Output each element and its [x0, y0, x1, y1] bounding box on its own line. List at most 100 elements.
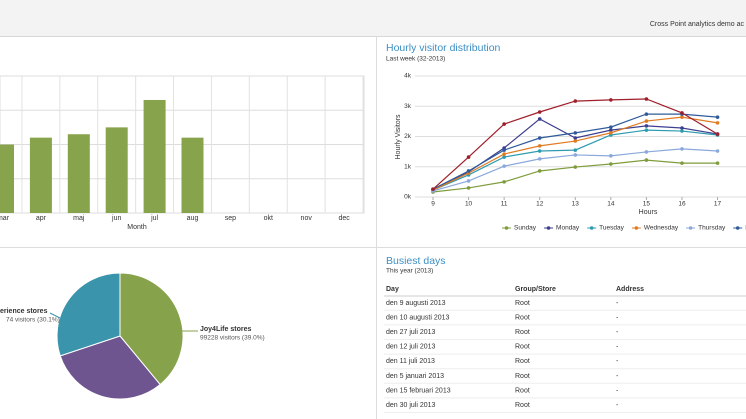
table-cell: den 5 januari 2013: [386, 373, 444, 380]
slice-value-label: 99228 visitors (39.0%): [200, 335, 265, 342]
chart-subtitle: Last week (32-2013): [386, 56, 445, 63]
legend-marker: [546, 226, 551, 230]
point: [644, 150, 649, 154]
x-axis-label: Hours: [639, 209, 658, 216]
point: [502, 164, 506, 168]
bar: [143, 99, 166, 213]
pie-slice: [56, 272, 121, 357]
point: [715, 132, 720, 136]
table-cell: -: [616, 402, 619, 409]
column-header: Group/Store: [515, 286, 556, 293]
legend-label: Thursday: [698, 225, 726, 232]
point: [644, 119, 649, 123]
point: [573, 99, 578, 103]
x-tick-label: sep: [225, 215, 236, 222]
table-cell: Root: [515, 329, 530, 336]
point: [537, 157, 542, 161]
x-tick-label: maj: [73, 215, 85, 222]
x-tick-label: 12: [536, 201, 544, 208]
point: [537, 136, 542, 140]
bar: [181, 137, 204, 213]
slice-label: erience stores: [0, 308, 48, 315]
table-cell: den 11 juli 2013: [386, 358, 435, 365]
x-tick-label: 13: [572, 201, 580, 208]
point: [609, 125, 613, 129]
point: [466, 179, 471, 183]
legend-marker: [634, 226, 639, 230]
point: [644, 97, 649, 101]
bar: [29, 137, 52, 213]
column-header: Day: [386, 286, 399, 293]
legend-label: Monday: [556, 225, 580, 232]
table-cell: den 30 juli 2013: [386, 402, 436, 409]
table-cell: -: [616, 373, 619, 380]
point: [715, 121, 720, 125]
top-bar: [0, 0, 746, 36]
legend-marker: [688, 226, 693, 230]
y-tick-label: 1k: [404, 163, 412, 170]
leader-line: [49, 312, 61, 319]
point: [502, 155, 506, 159]
table-cell: den 15 februari 2013: [386, 387, 451, 394]
x-tick-label: 15: [643, 201, 651, 208]
chart-title: Hourly visitor distribution: [386, 42, 501, 54]
series-line: [432, 98, 718, 190]
point: [502, 180, 506, 184]
x-tick-label: 17: [714, 201, 722, 208]
point: [573, 148, 578, 152]
legend-label: Sunday: [514, 225, 537, 232]
point: [715, 161, 720, 165]
point: [644, 158, 649, 162]
table-cell: Root: [515, 373, 530, 380]
x-tick-label: nov: [301, 215, 313, 222]
point: [609, 128, 613, 132]
table-cell: Root: [515, 314, 530, 321]
table-cell: Root: [515, 344, 530, 351]
x-tick-label: apr: [36, 215, 47, 222]
table-subtitle: This year (2013): [386, 268, 433, 275]
table-cell: den 27 juli 2013: [386, 329, 436, 336]
point: [609, 154, 613, 158]
y-tick-label: 2k: [404, 133, 412, 140]
x-tick-label: okt: [264, 215, 273, 222]
point: [609, 98, 613, 102]
table-cell: Root: [515, 387, 530, 394]
legend-marker: [735, 226, 740, 230]
point: [680, 161, 684, 165]
slice-label: Joy4Life stores: [200, 326, 251, 333]
legend-marker: [589, 226, 594, 230]
x-tick-label: 11: [501, 201, 508, 208]
point: [680, 129, 684, 133]
point: [537, 149, 542, 153]
point: [466, 186, 471, 190]
x-tick-label: aug: [187, 215, 199, 222]
point: [573, 165, 578, 169]
table-title: Busiest days: [386, 255, 446, 267]
table-cell: den 9 augusti 2013: [386, 300, 446, 307]
pie-slice: [59, 335, 161, 400]
point: [644, 112, 649, 116]
table-cell: -: [616, 387, 619, 394]
y-tick-label: 3k: [404, 103, 412, 110]
point: [715, 149, 720, 153]
slice-value-label: 74 visitors (30.1%): [6, 317, 60, 324]
legend-label: Wednesday: [644, 225, 679, 232]
legend-label: Tuesday: [599, 225, 624, 232]
point: [573, 136, 578, 140]
table-cell: -: [616, 344, 619, 351]
y-tick-label: 0k: [404, 194, 412, 201]
point: [609, 131, 613, 135]
point: [502, 152, 506, 156]
bar: [67, 134, 90, 213]
column-header: Address: [616, 286, 644, 293]
point: [537, 110, 542, 114]
table-cell: Root: [515, 358, 530, 365]
table-cell: -: [616, 358, 619, 365]
x-tick-label: dec: [338, 215, 350, 222]
table-cell: -: [616, 314, 619, 321]
table-cell: -: [616, 300, 619, 307]
point: [680, 111, 684, 115]
point: [644, 128, 649, 132]
